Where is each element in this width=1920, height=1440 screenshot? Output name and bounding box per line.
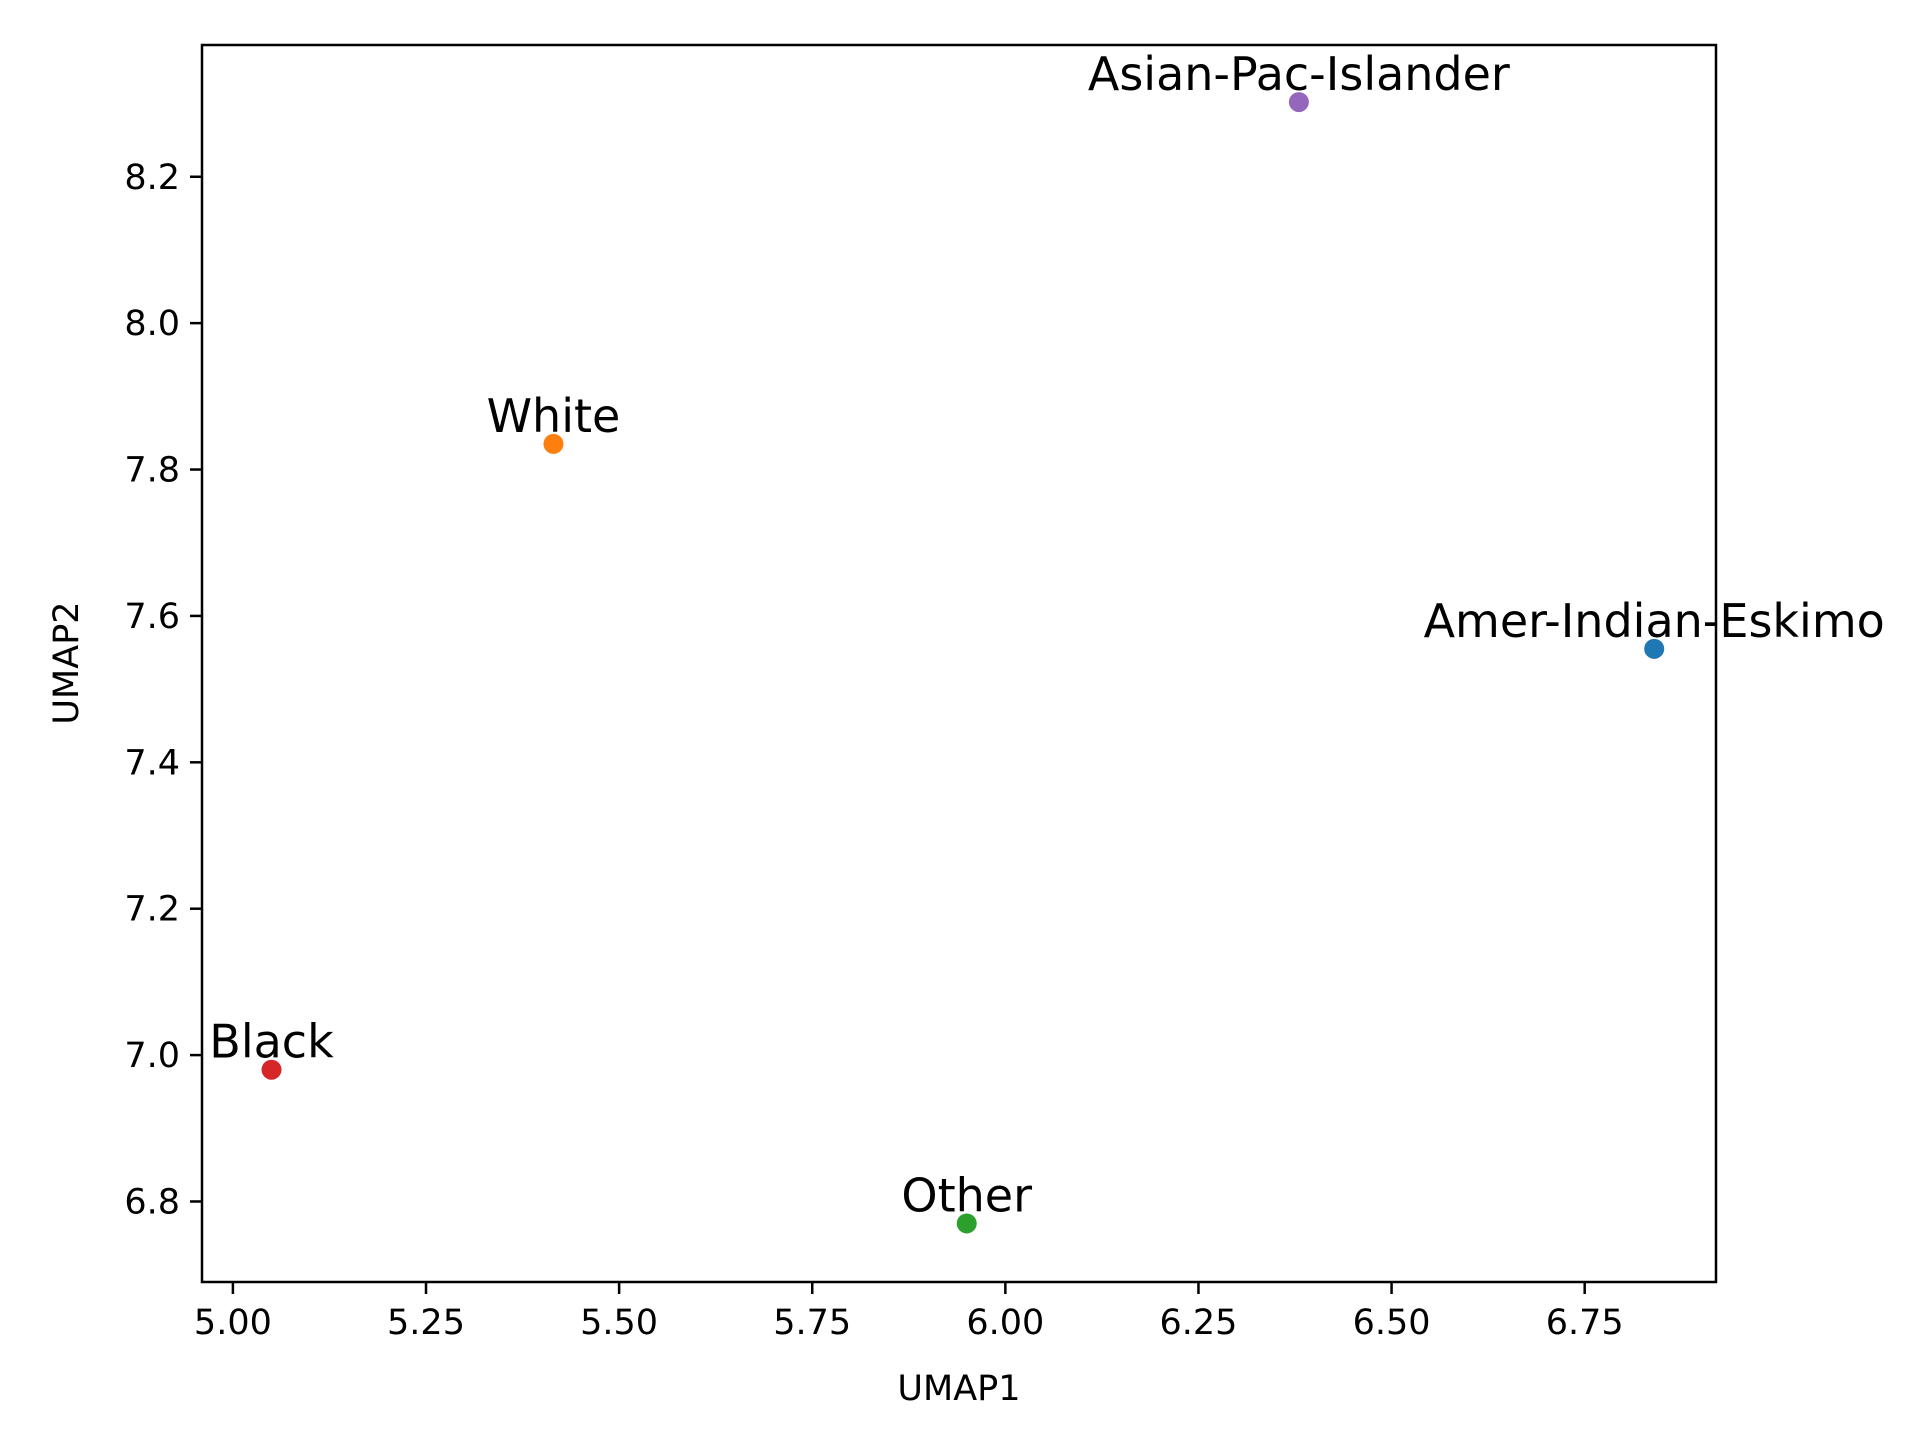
y-tick-label: 7.8 xyxy=(124,451,180,491)
x-tick-label: 6.00 xyxy=(966,1303,1044,1343)
y-tick-label: 8.0 xyxy=(124,304,180,344)
data-point xyxy=(1288,92,1309,113)
data-point xyxy=(1644,638,1665,659)
x-tick-label: 6.50 xyxy=(1353,1303,1431,1343)
x-tick-label: 5.75 xyxy=(773,1303,851,1343)
y-tick-label: 8.2 xyxy=(124,158,180,198)
x-tick-label: 5.00 xyxy=(194,1303,272,1343)
data-point-label: Asian-Pac-Islander xyxy=(1088,47,1510,101)
y-tick-label: 7.0 xyxy=(124,1036,180,1076)
x-axis: 5.00 5.25 5.50 5.75 6.00 6.25 6.50 6.75 xyxy=(194,1282,1624,1343)
x-axis-label: UMAP1 xyxy=(897,1369,1020,1409)
x-tick-label: 5.50 xyxy=(580,1303,658,1343)
y-axis-label: UMAP2 xyxy=(47,601,87,724)
data-point-label: Amer-Indian-Eskimo xyxy=(1424,594,1885,648)
data-point xyxy=(543,433,564,454)
data-point-label: Other xyxy=(901,1168,1032,1222)
data-point xyxy=(956,1213,977,1234)
x-tick-label: 5.25 xyxy=(387,1303,465,1343)
x-tick-label: 6.25 xyxy=(1159,1303,1237,1343)
y-tick-label: 7.2 xyxy=(124,890,180,930)
data-points: Amer-Indian-Eskimo White Other Black Asian-P… xyxy=(209,47,1885,1234)
data-point-label: White xyxy=(487,389,621,443)
data-point xyxy=(261,1059,282,1080)
y-tick-label: 7.6 xyxy=(124,597,180,637)
x-tick-label: 6.75 xyxy=(1546,1303,1624,1343)
y-axis: 6.8 7.0 7.2 7.4 7.6 7.8 8.0 8.2 xyxy=(124,158,202,1222)
y-tick-label: 6.8 xyxy=(124,1182,180,1222)
data-point-label: Black xyxy=(209,1015,334,1069)
plot-frame xyxy=(200,43,1718,1284)
y-tick-label: 7.4 xyxy=(124,743,180,783)
